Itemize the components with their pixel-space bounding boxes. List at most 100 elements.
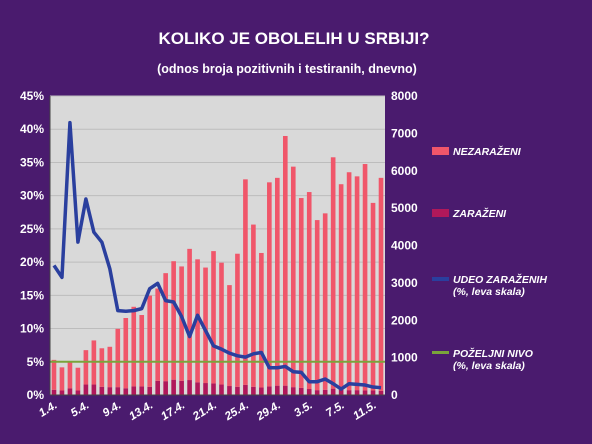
line-udeo-zarazenih xyxy=(52,120,382,391)
bar-zarazeni xyxy=(203,383,208,395)
bar-nezarazeni xyxy=(123,318,129,389)
legend-label: ZARAŽENI xyxy=(452,207,507,220)
y-right-tick-label: 2000 xyxy=(391,313,418,327)
bar-zarazeni xyxy=(362,390,368,395)
bar-zarazeni xyxy=(267,386,272,395)
bar-nezarazeni xyxy=(370,202,376,391)
bar-nezarazeni xyxy=(163,273,168,382)
x-tick-label: 9.4. xyxy=(101,399,124,419)
bar-nezarazeni xyxy=(251,224,256,387)
bar-zarazeni xyxy=(147,386,153,395)
bar-zarazeni xyxy=(131,386,137,395)
bar-zarazeni xyxy=(322,389,328,395)
bar-nezarazeni xyxy=(314,220,320,391)
y-left-tick-label: 15% xyxy=(20,288,44,302)
bar-nezarazeni xyxy=(83,350,89,385)
bar-zarazeni xyxy=(179,380,184,395)
bar-nezarazeni xyxy=(378,177,384,391)
bar-zarazeni xyxy=(171,379,176,395)
bar-nezarazeni xyxy=(306,192,312,390)
bar-nezarazeni xyxy=(155,288,160,381)
bar-zarazeni xyxy=(219,384,224,395)
bar-nezarazeni xyxy=(275,177,280,386)
bar-zarazeni xyxy=(306,389,312,395)
bar-nezarazeni xyxy=(298,198,304,388)
legend-label: NEZARAŽENI xyxy=(453,145,522,158)
y-right-tick-label: 3000 xyxy=(391,276,418,290)
y-left-tick-label: 30% xyxy=(20,189,44,203)
bar-nezarazeni xyxy=(282,135,288,386)
y-right-tick-label: 1000 xyxy=(391,351,418,365)
bar-nezarazeni xyxy=(195,259,200,383)
x-tick-label: 7.5. xyxy=(324,399,347,419)
y-right-tick-label: 0 xyxy=(391,388,398,402)
legend-label: POŽELJNI NIVO xyxy=(453,347,533,360)
bar-nezarazeni xyxy=(179,266,184,381)
bar-nezarazeni xyxy=(330,157,336,389)
bar-nezarazeni xyxy=(219,262,224,385)
legend-swatch xyxy=(432,277,449,281)
bar-zarazeni xyxy=(330,388,336,395)
bar-zarazeni xyxy=(91,384,97,395)
legend-label: (%, leva skala) xyxy=(453,360,525,372)
bar-zarazeni xyxy=(115,387,121,395)
y-left-tick-label: 5% xyxy=(27,355,45,369)
y-left-tick-label: 0% xyxy=(27,388,45,402)
y-right-tick-label: 7000 xyxy=(391,126,418,140)
bar-nezarazeni xyxy=(290,166,296,388)
y-left-tick-label: 10% xyxy=(20,322,44,336)
bar-zarazeni xyxy=(235,386,240,395)
bar-zarazeni xyxy=(99,386,105,395)
bar-nezarazeni xyxy=(51,359,57,390)
bar-nezarazeni xyxy=(338,184,344,390)
y-left-tick-label: 45% xyxy=(20,89,44,103)
x-tick-label: 13.4. xyxy=(127,399,155,423)
y-right-tick-label: 5000 xyxy=(391,201,418,215)
bar-nezarazeni xyxy=(267,182,272,387)
bar-zarazeni xyxy=(290,387,296,395)
bar-zarazeni xyxy=(259,387,264,395)
bar-nezarazeni xyxy=(211,251,216,384)
bar-nezarazeni xyxy=(107,346,113,388)
bar-zarazeni xyxy=(243,384,248,395)
x-tick-label: 29.4. xyxy=(254,399,283,423)
y-right-tick-label: 6000 xyxy=(391,164,418,178)
bar-zarazeni xyxy=(83,384,89,395)
x-tick-label: 25.4. xyxy=(222,399,251,423)
bar-zarazeni xyxy=(139,386,145,395)
bar-zarazeni xyxy=(75,390,81,395)
bar-zarazeni xyxy=(187,380,192,395)
lines-group xyxy=(50,120,385,391)
bar-zarazeni xyxy=(282,385,288,395)
bar-zarazeni xyxy=(298,387,304,395)
x-tick-label: 5.4. xyxy=(69,399,92,419)
bar-nezarazeni xyxy=(67,362,73,389)
x-tick-label: 21.4. xyxy=(190,399,219,423)
legend-label: UDEO ZARAŽENIH xyxy=(453,273,547,286)
bar-nezarazeni xyxy=(362,164,368,391)
bar-zarazeni xyxy=(155,380,160,395)
x-tick-label: 1.4. xyxy=(37,399,60,419)
bar-zarazeni xyxy=(59,390,65,395)
legend-swatch xyxy=(432,147,449,155)
bar-nezarazeni xyxy=(147,295,153,387)
bar-nezarazeni xyxy=(171,261,176,380)
bar-nezarazeni xyxy=(75,367,81,391)
bar-zarazeni xyxy=(275,385,280,395)
y-left-tick-label: 20% xyxy=(20,255,44,269)
bar-nezarazeni xyxy=(243,179,248,385)
bar-nezarazeni xyxy=(203,267,208,384)
bar-zarazeni xyxy=(195,382,200,395)
bar-zarazeni xyxy=(51,389,57,395)
bar-zarazeni xyxy=(338,389,344,395)
bar-zarazeni xyxy=(251,386,256,395)
bar-nezarazeni xyxy=(227,285,232,387)
bar-zarazeni xyxy=(67,388,73,395)
chart-subtitle: (odnos broja pozitivnih i testiranih, dn… xyxy=(157,62,417,76)
legend-swatch xyxy=(432,351,449,354)
y-axis-right: 0 1000 2000 3000 4000 5000 6000 7000 8000 xyxy=(391,89,418,402)
bars-group xyxy=(51,135,384,395)
bar-nezarazeni xyxy=(235,253,240,387)
bar-nezarazeni xyxy=(354,176,360,391)
